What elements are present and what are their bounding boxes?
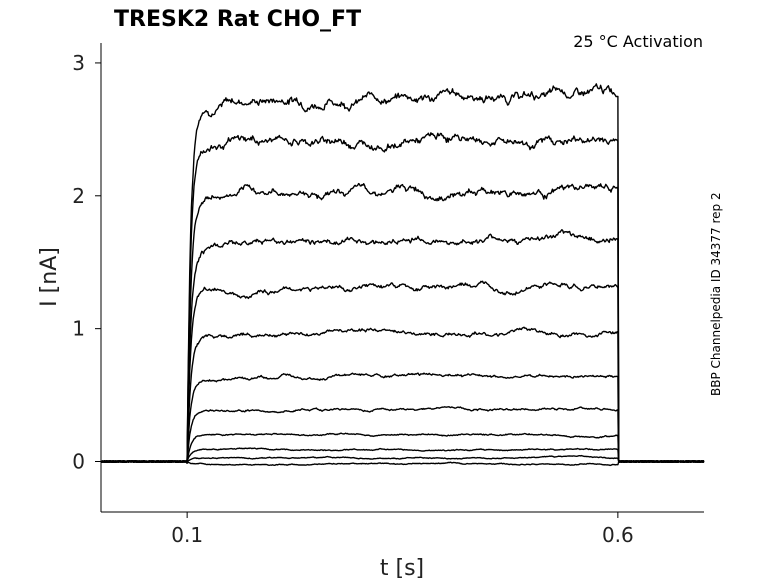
current-trace-10 (100, 447, 705, 463)
current-trace-7 (100, 372, 705, 463)
ticks-layer: 0 1 2 3 0.1 0.6 (72, 51, 633, 547)
current-trace-3 (100, 182, 705, 464)
current-trace-5 (100, 280, 704, 464)
y-tick-label: 3 (72, 51, 85, 75)
x-axis-label: t [s] (380, 556, 424, 581)
x-tick-label: 0.1 (171, 523, 203, 547)
chart-title: TRESK2 Rat CHO_FT (114, 7, 361, 32)
current-trace-2 (100, 132, 705, 464)
y-axis-label: I [nA] (37, 247, 62, 307)
y-tick-label: 1 (72, 317, 85, 341)
x-tick-label: 0.6 (602, 523, 634, 547)
current-trace-12 (100, 460, 705, 467)
traces-layer (100, 83, 705, 467)
y-tick-label: 0 (72, 450, 85, 474)
current-trace-4 (100, 228, 705, 463)
current-trace-9 (100, 432, 705, 463)
plot-axes (100, 43, 704, 513)
current-trace-11 (100, 454, 705, 463)
current-trace-1 (100, 83, 705, 464)
side-id-label: BBP Channelpedia ID 34377 rep 2 (709, 192, 723, 396)
condition-annotation: 25 °C Activation (573, 32, 703, 51)
y-tick-label: 2 (72, 184, 85, 208)
current-trace-8 (100, 406, 705, 463)
current-trace-6 (100, 326, 705, 463)
